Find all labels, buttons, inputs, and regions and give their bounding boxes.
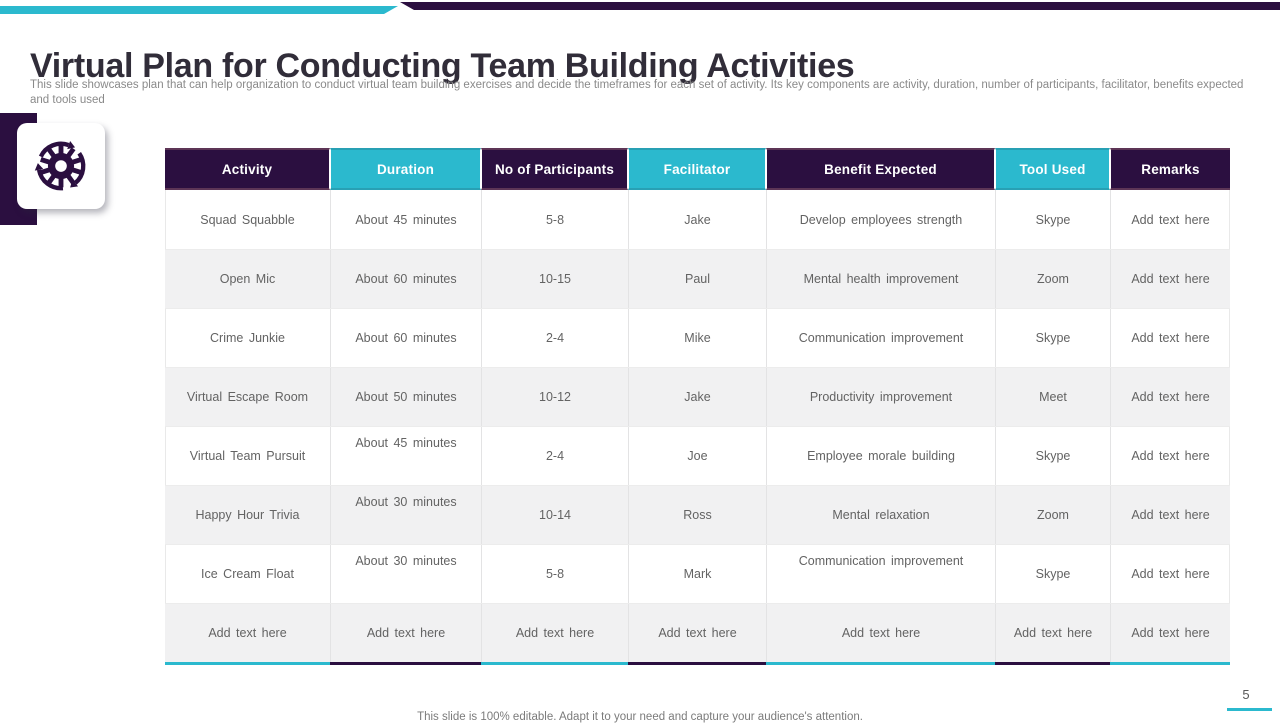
table-bottom-accent <box>995 662 1110 665</box>
cell-facilitator: Joe <box>628 427 766 485</box>
cell-no-of-participants: 5-8 <box>481 545 628 603</box>
cell-activity: Virtual Team Pursuit <box>189 449 306 463</box>
placeholder-cell[interactable]: Add text here <box>1110 309 1230 367</box>
table-bottom-accent <box>766 662 995 665</box>
column-header-facilitator: Facilitator <box>628 148 766 190</box>
cell-no-of-participants: 2-4 <box>481 309 628 367</box>
cell-no-of-participants: 10-15 <box>481 250 628 308</box>
cell-activity: Virtual Escape Room <box>186 390 309 404</box>
cell-tool-used: Skype <box>995 190 1110 249</box>
cell-activity: Crime Junkie <box>210 331 285 345</box>
table-row: Happy Hour Trivia About 30 minutes 10-14 Ro… <box>165 485 1230 544</box>
cell-activity: Squad Squabble <box>200 212 295 227</box>
cell-facilitator: Ross <box>628 486 766 544</box>
column-header-remarks: Remarks <box>1110 148 1230 190</box>
column-header-tool-used: Tool Used <box>995 148 1110 190</box>
cell-duration: About 45 minutes <box>330 427 481 485</box>
cell-duration: About 60 minutes <box>330 250 481 308</box>
cell-duration: About 50 minutes <box>330 368 481 426</box>
top-accent-bar-purple <box>400 2 1280 10</box>
placeholder-cell[interactable]: Add text here <box>1110 368 1230 426</box>
placeholder-cell[interactable]: Add text here <box>481 604 628 662</box>
cell-benefit-expected: Communication improvement <box>766 309 995 367</box>
table-bottom-accent <box>330 662 481 665</box>
placeholder-cell[interactable]: Add text here <box>1110 250 1230 308</box>
cell-no-of-participants: 10-14 <box>481 486 628 544</box>
cell-benefit-expected: Mental health improvement <box>766 250 995 308</box>
table-bottom-accent <box>165 662 330 665</box>
cell-activity: Open Mic <box>219 272 276 286</box>
placeholder-cell[interactable]: Add text here <box>995 604 1110 662</box>
column-header-benefit-expected: Benefit Expected <box>766 148 995 190</box>
cell-tool-used: Skype <box>995 427 1110 485</box>
sync-arrows <box>34 141 86 191</box>
column-header-no-of-participants: No of Participants <box>481 148 628 190</box>
slide-title: Virtual Plan for Conducting Team Buildin… <box>30 46 855 85</box>
table-row: Squad Squabble About 45 minutes 5-8 Jake Dev… <box>165 190 1230 249</box>
cell-no-of-participants: 5-8 <box>481 190 628 249</box>
cell-benefit-expected: Develop employees strength <box>766 190 995 249</box>
table-row: Ice Cream Float About 30 minutes 5-8 Mark Co… <box>165 544 1230 603</box>
page-number-underline <box>1227 708 1272 711</box>
column-header-activity: Activity <box>165 148 330 190</box>
cell-facilitator: Jake <box>628 368 766 426</box>
placeholder-cell[interactable]: Add text here <box>330 604 481 662</box>
cell-tool-used: Skype <box>995 545 1110 603</box>
cell-duration: About 30 minutes <box>330 545 481 603</box>
table-row: Virtual Team Pursuit About 45 minutes 2-4 J… <box>165 426 1230 485</box>
activities-table: Activity Duration No of Participants Facili… <box>165 148 1230 665</box>
table-body: Squad Squabble About 45 minutes 5-8 Jake Dev… <box>165 190 1230 662</box>
cell-tool-used: Skype <box>995 309 1110 367</box>
placeholder-cell[interactable]: Add text here <box>1110 427 1230 485</box>
footer-note: This slide is 100% editable. Adapt it to… <box>417 710 863 723</box>
cell-activity: Happy Hour Trivia <box>195 508 300 522</box>
cell-no-of-participants: 2-4 <box>481 427 628 485</box>
page-number: 5 <box>1242 687 1250 702</box>
placeholder-cell[interactable]: Add text here <box>1110 486 1230 544</box>
cell-facilitator: Mark <box>628 545 766 603</box>
placeholder-cell[interactable]: Add text here <box>1110 545 1230 603</box>
cell-activity: Ice Cream Float <box>201 567 294 581</box>
icon-card <box>17 123 105 209</box>
cell-tool-used: Zoom <box>995 486 1110 544</box>
placeholder-cell[interactable]: Add text here <box>766 604 995 662</box>
cell-facilitator: Mike <box>628 309 766 367</box>
column-header-duration: Duration <box>330 148 481 190</box>
slide-description: This slide showcases plan that can help … <box>30 78 1244 106</box>
table-row: Add text here Add text here Add text here A… <box>165 603 1230 662</box>
table-bottom-accent <box>481 662 628 665</box>
cell-facilitator: Jake <box>628 190 766 249</box>
cell-duration: About 45 minutes <box>330 190 481 249</box>
cell-tool-used: Meet <box>995 368 1110 426</box>
placeholder-cell[interactable]: Add text here <box>1110 190 1230 249</box>
cell-duration: About 30 minutes <box>330 486 481 544</box>
cell-no-of-participants: 10-12 <box>481 368 628 426</box>
table-row: Virtual Escape Room About 50 minutes 10-12… <box>165 367 1230 426</box>
table-bottom-accent-row <box>165 662 1230 665</box>
cell-benefit-expected: Communication improvement <box>766 545 995 603</box>
gear-sync-icon <box>34 141 86 191</box>
placeholder-cell[interactable]: Add text here <box>208 626 287 640</box>
cell-benefit-expected: Mental relaxation <box>766 486 995 544</box>
table-bottom-accent <box>628 662 766 665</box>
table-row: Open Mic About 60 minutes 10-15 Paul Mental … <box>165 249 1230 308</box>
cell-benefit-expected: Employee morale building <box>766 427 995 485</box>
table-row: Crime Junkie About 60 minutes 2-4 Mike Commu… <box>165 308 1230 367</box>
cell-duration: About 60 minutes <box>330 309 481 367</box>
table-header-row: Activity Duration No of Participants Facili… <box>165 148 1230 190</box>
placeholder-cell[interactable]: Add text here <box>628 604 766 662</box>
placeholder-cell[interactable]: Add text here <box>1110 604 1230 662</box>
table-bottom-accent <box>1110 662 1230 665</box>
cell-facilitator: Paul <box>628 250 766 308</box>
cell-benefit-expected: Productivity improvement <box>766 368 995 426</box>
top-accent-bar-cyan <box>0 6 398 14</box>
cell-tool-used: Zoom <box>995 250 1110 308</box>
